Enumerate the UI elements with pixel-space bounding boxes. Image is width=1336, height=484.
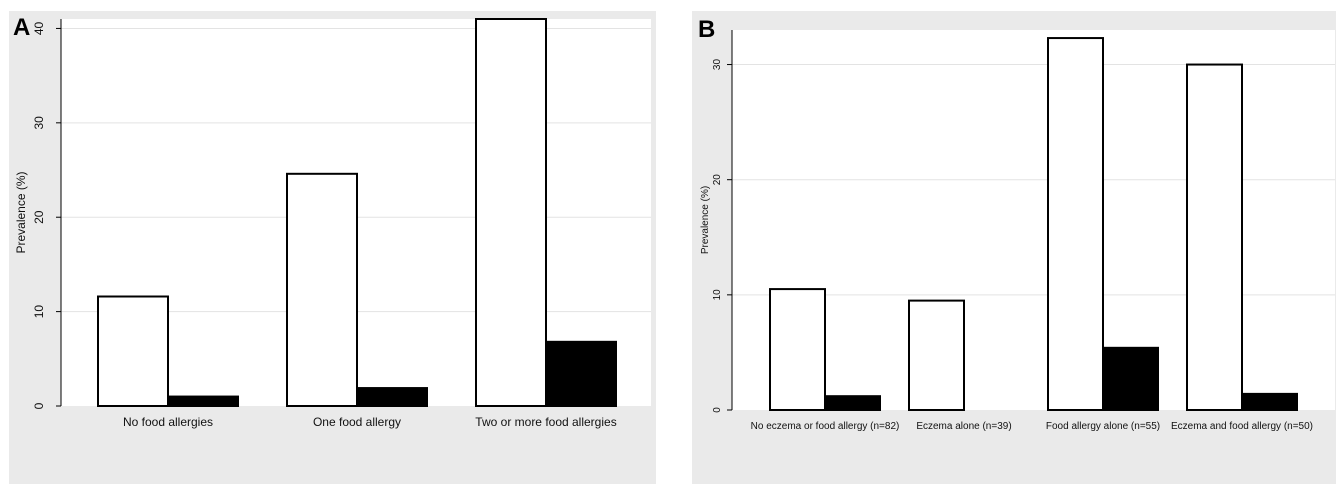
bar-white — [1186, 63, 1243, 412]
x-category-label: One food allergy — [313, 415, 401, 429]
x-category-label: Eczema alone (n=39) — [916, 421, 1011, 432]
x-category-label: Food allergy alone (n=55) — [1046, 421, 1160, 432]
y-tick-label: 40 — [32, 21, 46, 35]
y-tick-label: 30 — [712, 59, 723, 71]
x-category-label: Eczema and food allergy (n=50) — [1171, 421, 1313, 432]
y-tick-label: 10 — [32, 305, 46, 319]
x-category-label: No eczema or food allergy (n=82) — [751, 421, 900, 432]
panel-a: 0 10 20 30 40 Prevalence (%) No food allergies… — [9, 11, 656, 484]
bar-black — [356, 387, 428, 408]
chart-a-svg: 0 10 20 30 40 Prevalence (%) No food allergies… — [13, 14, 651, 429]
bar-black — [1102, 346, 1159, 411]
y-tick-label: 0 — [712, 407, 723, 413]
panel-b: 0 10 20 30 Prevalence (%) No eczema or food a… — [692, 11, 1336, 484]
x-category-label: Two or more food allergies — [475, 415, 616, 429]
bar-white — [286, 172, 358, 407]
bar-white — [97, 295, 169, 408]
x-category-label: No food allergies — [123, 415, 213, 429]
bar-black — [545, 340, 617, 407]
y-tick-label: 10 — [712, 289, 723, 301]
y-axis-label: Prevalence (%) — [700, 186, 711, 254]
bar-white — [769, 288, 826, 411]
y-tick-label: 20 — [32, 210, 46, 224]
chart-b-svg: 0 10 20 30 Prevalence (%) No eczema or food a… — [698, 16, 1335, 432]
y-tick-label: 30 — [32, 116, 46, 130]
panel-letter: A — [13, 14, 30, 41]
bar-white — [475, 18, 547, 407]
panel-letter: B — [698, 16, 715, 43]
bar-black — [167, 395, 239, 407]
bar-black — [824, 395, 881, 412]
y-axis-label: Prevalence (%) — [14, 171, 28, 253]
bar-white — [908, 299, 965, 411]
y-tick-label: 20 — [712, 174, 723, 186]
bar-black — [1241, 392, 1298, 411]
y-tick-label: 0 — [32, 402, 46, 409]
bar-white — [1047, 37, 1104, 411]
